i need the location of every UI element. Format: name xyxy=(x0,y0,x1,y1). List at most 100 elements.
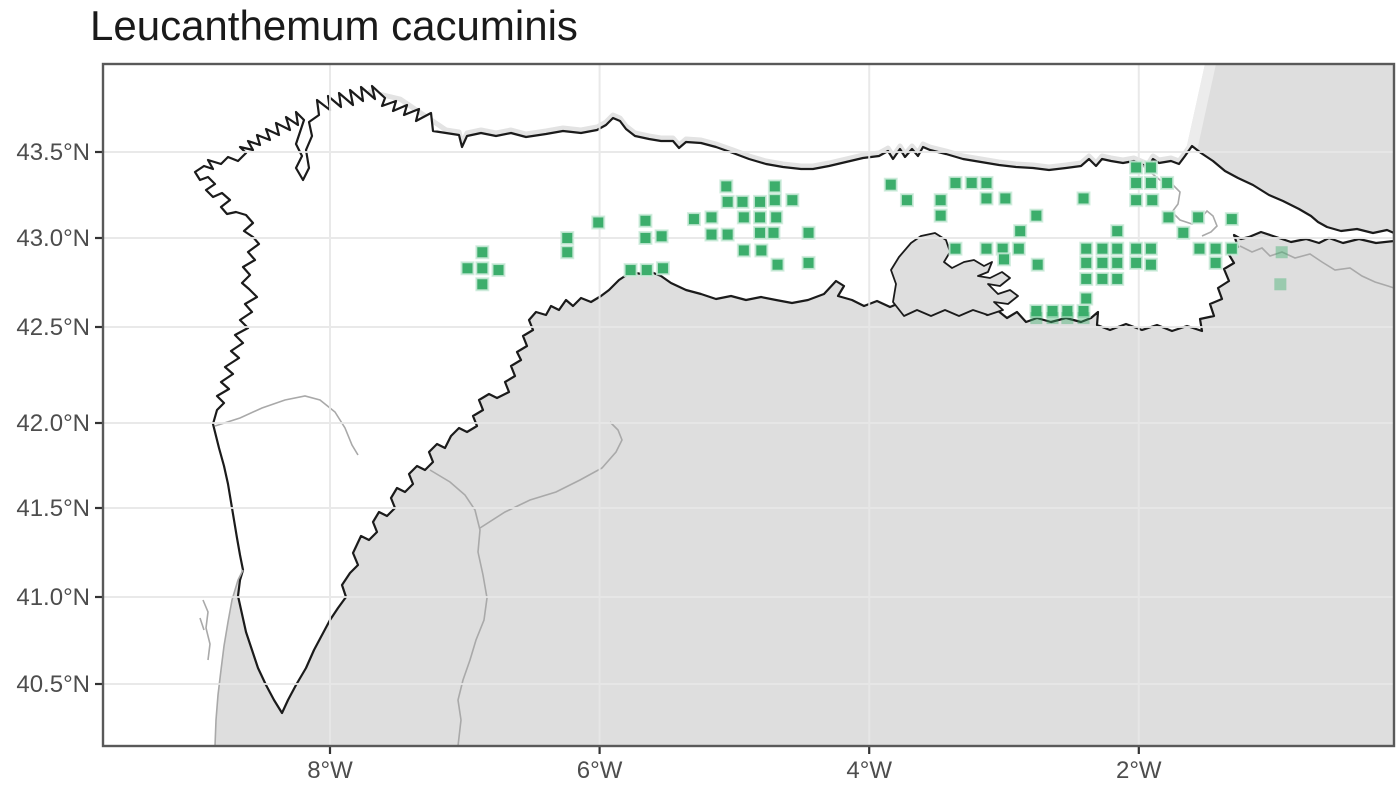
occurrence-point-faded xyxy=(1030,312,1043,325)
border-minho xyxy=(214,395,359,456)
occurrence-point xyxy=(1129,241,1144,256)
occurrence-point xyxy=(736,210,751,225)
occurrence-point xyxy=(560,245,575,260)
occurrence-point xyxy=(1143,175,1158,190)
panel-border xyxy=(101,62,1396,748)
occurrence-point xyxy=(785,193,800,208)
y-tick-label: 43.0°N xyxy=(16,225,90,252)
occurrence-point xyxy=(1095,255,1110,270)
occurrence-points xyxy=(460,160,1288,325)
occurrence-point xyxy=(1208,241,1223,256)
occurrence-point-faded xyxy=(1274,278,1287,291)
occurrence-point xyxy=(475,245,490,260)
occurrence-point xyxy=(1129,175,1144,190)
occurrence-point xyxy=(1192,241,1207,256)
occurrence-point xyxy=(1129,193,1144,208)
occurrence-point xyxy=(979,241,994,256)
occurrence-point-faded xyxy=(1077,312,1090,325)
occurrence-point xyxy=(1110,241,1125,256)
y-tick-label: 40.5°N xyxy=(16,671,90,698)
lowres-coast-shadow xyxy=(367,89,1195,170)
study-area-northern-spain xyxy=(193,84,1393,715)
occurrence-point xyxy=(1095,271,1110,286)
occurrence-point xyxy=(719,179,734,194)
occurrence-point xyxy=(1110,271,1125,286)
y-tick-label: 41.5°N xyxy=(16,495,90,522)
y-tick-label: 43.5°N xyxy=(16,139,90,166)
border-pyrenees-grey xyxy=(1239,245,1393,289)
occurrence-point xyxy=(979,175,994,190)
occurrence-point xyxy=(654,229,669,244)
occurrence-point xyxy=(491,263,506,278)
occurrence-point xyxy=(1145,193,1160,208)
occurrence-point xyxy=(591,215,606,230)
map-land-layers xyxy=(104,65,1393,745)
occurrence-point xyxy=(767,179,782,194)
occurrence-point xyxy=(753,225,768,240)
non-study-enclave xyxy=(890,232,1019,317)
occurrence-point xyxy=(997,252,1011,267)
occurrence-point xyxy=(1224,212,1239,227)
occurrence-point xyxy=(883,177,898,192)
occurrence-point xyxy=(1143,257,1158,272)
occurrence-point xyxy=(1129,255,1144,270)
occurrence-point xyxy=(1029,303,1044,318)
occurrence-point xyxy=(686,212,701,227)
france-lowres-coast-wedge xyxy=(1186,65,1216,151)
occurrence-point xyxy=(1060,303,1075,318)
occurrence-point xyxy=(639,263,654,278)
province-borders xyxy=(199,163,1393,745)
occurrence-point xyxy=(1110,255,1125,270)
occurrence-point xyxy=(704,210,719,225)
occurrence-point xyxy=(1013,224,1028,239)
occurrence-point xyxy=(1079,271,1094,286)
occurrence-point xyxy=(1176,225,1191,240)
occurrence-point xyxy=(753,194,768,209)
occurrence-point-faded xyxy=(1061,312,1074,325)
occurrence-point xyxy=(1045,303,1060,318)
y-axis: 43.5°N 43.0°N 42.5°N 42.0°N 41.5°N 41.0°N 40.5… xyxy=(16,139,103,698)
occurrence-point xyxy=(948,241,963,256)
occurrence-point xyxy=(623,263,638,278)
occurrence-point-faded xyxy=(1046,312,1059,325)
x-tick-label: 8°W xyxy=(307,757,353,784)
occurrence-point xyxy=(979,191,994,206)
plot-title: Leucanthemum cacuminis xyxy=(90,2,578,49)
occurrence-point xyxy=(1076,191,1091,206)
x-tick-label: 2°W xyxy=(1116,757,1162,784)
occurrence-point xyxy=(735,194,750,209)
occurrence-point xyxy=(767,193,782,208)
x-tick-label: 4°W xyxy=(846,757,892,784)
occurrence-point xyxy=(1110,224,1125,239)
occurrence-point xyxy=(1095,241,1110,256)
occurrence-point xyxy=(1029,208,1044,223)
occurrence-point xyxy=(1161,210,1176,225)
occurrence-point xyxy=(1224,241,1239,256)
occurrence-point xyxy=(948,175,963,190)
occurrence-point xyxy=(1011,241,1026,256)
occurrence-point xyxy=(964,175,979,190)
occurrence-point xyxy=(1191,210,1206,225)
occurrence-point xyxy=(638,213,653,228)
occurrence-point xyxy=(1160,175,1175,190)
occurrence-point xyxy=(933,208,948,223)
occurrence-point xyxy=(1143,241,1158,256)
occurrence-point xyxy=(801,255,816,270)
occurrence-point xyxy=(638,231,653,245)
occurrence-point xyxy=(1208,255,1223,270)
occurrence-point xyxy=(766,225,781,240)
occurrence-point xyxy=(754,243,769,258)
occurrence-point xyxy=(655,261,670,276)
y-tick-label: 42.0°N xyxy=(16,410,90,437)
occurrence-point xyxy=(1143,160,1158,175)
occurrence-point xyxy=(720,227,735,242)
occurrence-point xyxy=(720,194,735,209)
occurrence-point xyxy=(1079,241,1094,256)
occurrence-point xyxy=(899,193,914,208)
occurrence-point-faded xyxy=(1275,246,1288,259)
occurrence-point xyxy=(560,231,575,245)
occurrence-point xyxy=(475,261,490,276)
occurrence-point xyxy=(770,257,785,272)
occurrence-point xyxy=(1129,160,1144,175)
